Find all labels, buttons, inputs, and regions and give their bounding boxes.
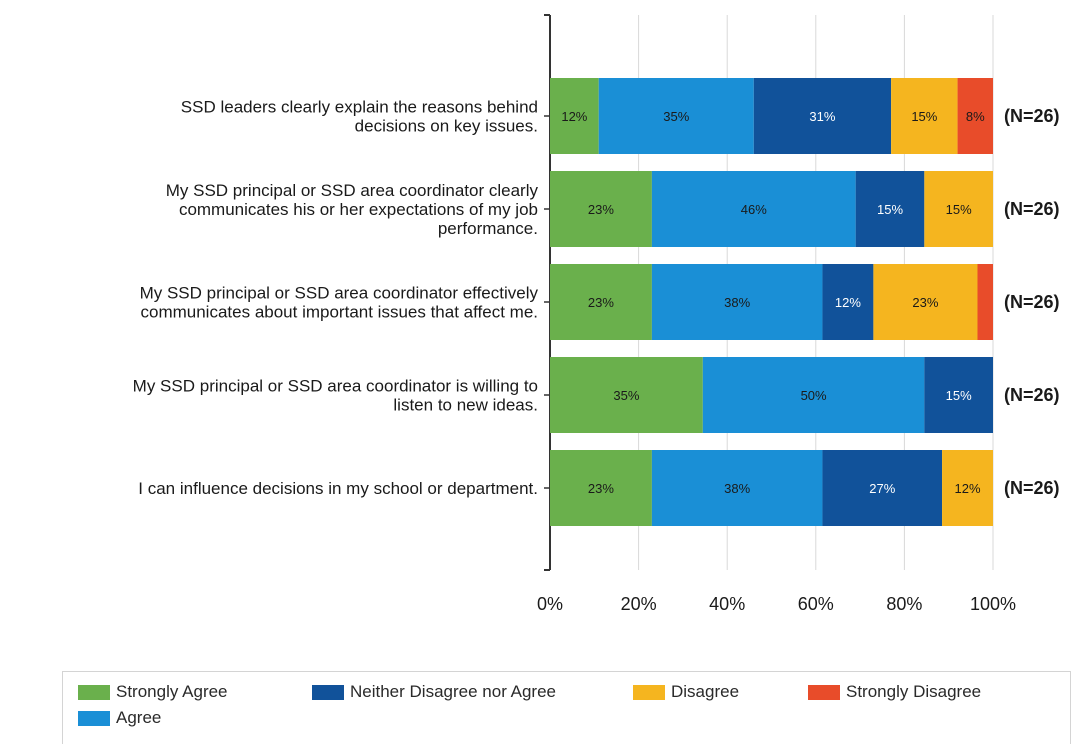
bar-segment-strongly-agree	[550, 450, 652, 526]
data-label: 15%	[877, 202, 903, 217]
n-label: (N=26)	[1004, 478, 1060, 498]
legend-item-neither: Neither Disagree nor Agree	[312, 682, 556, 702]
bar-segment-strongly-agree	[550, 171, 652, 247]
data-label: 27%	[869, 481, 895, 496]
legend-item-agree: Agree	[78, 708, 161, 728]
legend-item-disagree: Disagree	[633, 682, 739, 702]
data-label: 35%	[663, 109, 689, 124]
n-label: (N=26)	[1004, 106, 1060, 126]
n-label: (N=26)	[1004, 292, 1060, 312]
bar-segment-disagree	[891, 78, 958, 154]
legend-label-neither: Neither Disagree nor Agree	[350, 682, 557, 701]
category-label: My SSD principal or SSD area coordinator…	[140, 284, 539, 322]
data-label: 12%	[561, 109, 587, 124]
bar-segment-neither-disagree-nor-agree	[855, 171, 925, 247]
category-label: I can influence decisions in my school o…	[138, 479, 538, 498]
bar-segment-disagree	[924, 171, 993, 247]
n-label: (N=26)	[1004, 199, 1060, 219]
bar-segment-strongly-agree	[550, 264, 652, 340]
legend-swatch-strongly-disagree	[808, 684, 840, 700]
category-label: My SSD principal or SSD area coordinator…	[133, 377, 538, 415]
legend-label-agree: Agree	[116, 708, 162, 727]
bar-segment-agree	[702, 357, 925, 433]
data-label: 12%	[835, 295, 861, 310]
data-label: 8%	[966, 109, 985, 124]
category-label: SSD leaders clearly explain the reasons …	[181, 98, 538, 136]
data-label: 38%	[724, 295, 750, 310]
legend-swatch-strongly-agree	[78, 684, 110, 700]
legend-swatch-agree	[78, 710, 110, 726]
data-label: 35%	[613, 388, 639, 403]
x-tick-label: 60%	[798, 594, 834, 614]
bar-segment-strongly-disagree	[957, 78, 993, 154]
data-label: 15%	[911, 109, 937, 124]
bar-segment-agree	[651, 450, 823, 526]
bar-segment-agree	[651, 171, 856, 247]
x-tick-label: 100%	[970, 594, 1016, 614]
legend-label-strongly-disagree: Strongly Disagree	[846, 682, 982, 701]
bar-segment-agree	[598, 78, 754, 154]
legend-label-strongly-agree: Strongly Agree	[116, 682, 228, 701]
data-label: 50%	[801, 388, 827, 403]
data-label: 15%	[946, 202, 972, 217]
stacked-bar-chart: 0% 20% 40% 60% 80% 100% SSD leaders clearly ex…	[133, 14, 1060, 614]
data-label: 38%	[724, 481, 750, 496]
bar-segment-agree	[651, 264, 823, 340]
x-tick-label: 0%	[537, 594, 563, 614]
bar-segment-strongly-agree	[550, 78, 599, 154]
x-tick-label: 20%	[621, 594, 657, 614]
bar-segment-neither-disagree-nor-agree	[822, 450, 943, 526]
legend-item-strongly-agree: Strongly Agree	[78, 682, 228, 702]
bar-segment-neither-disagree-nor-agree	[822, 264, 874, 340]
legend: Strongly Agree Agree Neither Disagree no…	[62, 671, 1071, 744]
data-label: 12%	[955, 481, 981, 496]
data-label: 46%	[741, 202, 767, 217]
bar-segment-disagree	[873, 264, 978, 340]
n-label: (N=26)	[1004, 385, 1060, 405]
x-tick-label: 40%	[709, 594, 745, 614]
bar-segment-disagree	[942, 450, 993, 526]
data-label: 23%	[588, 481, 614, 496]
bar-segment-neither-disagree-nor-agree	[753, 78, 892, 154]
x-tick-label: 80%	[886, 594, 922, 614]
legend-label-disagree: Disagree	[671, 682, 740, 701]
bar-segment-neither-disagree-nor-agree	[924, 357, 993, 433]
legend-swatch-neither	[312, 684, 344, 700]
data-label: 23%	[912, 295, 938, 310]
category-label: My SSD principal or SSD area coordinator…	[166, 181, 539, 238]
legend-item-strongly-disagree: Strongly Disagree	[808, 682, 981, 702]
bar-segment-strongly-disagree	[977, 264, 993, 340]
bar-segment-strongly-agree	[550, 357, 703, 433]
legend-swatch-disagree	[633, 684, 665, 700]
data-label: 31%	[809, 109, 835, 124]
data-label: 23%	[588, 202, 614, 217]
data-label: 15%	[946, 388, 972, 403]
data-label: 23%	[588, 295, 614, 310]
